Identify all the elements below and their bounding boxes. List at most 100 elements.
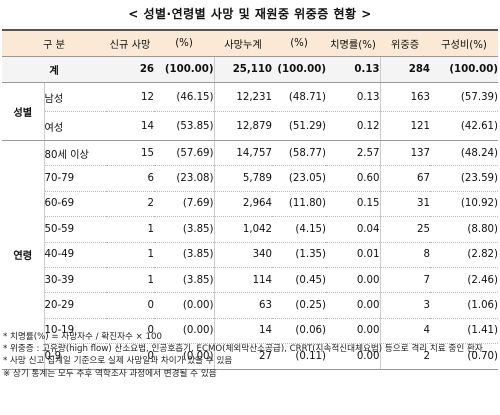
cell-cum-pct: (0.06): [272, 318, 327, 345]
row-label: 10-19: [44, 318, 107, 345]
cell-composition: (1.06): [430, 292, 499, 319]
table-row: 20-29 0 (0.00) 63 (0.25) 0.00 3 (1.06): [2, 292, 499, 319]
header-row: 구 분 신규 사망 (%) 사망누계 (%) 치명률(%) 위중증 구성비(%): [2, 29, 499, 57]
table-row: 연령 80세 이상 15 (57.69) 14,757 (58.77) 2.57…: [2, 140, 499, 370]
cell-cum-deaths: 12,879: [213, 111, 273, 141]
cell-new-deaths: 6: [106, 165, 155, 192]
cell-cum-deaths: 27: [213, 343, 273, 370]
total-row: 계 26 (100.00) 25,110 (100.00) 0.13 284 (…: [2, 56, 499, 83]
cell-composition: (0.70): [430, 343, 499, 370]
footnote-critical-definition: * 위중증 : 고유량(high flow) 산소요법, 인공호흡기, ECMO…: [3, 344, 483, 355]
cell-cum-pct: (23.05): [272, 165, 327, 192]
table-title: < 성별·연령별 사망 및 재원중 위중증 현황 >: [128, 7, 372, 21]
table-row: 여성 14 (53.85) 12,879 (51.29) 0.12 121 (4…: [2, 111, 499, 141]
total-new-deaths: 26: [106, 56, 155, 83]
cell-new-pct: (0.00): [154, 318, 215, 345]
cell-cum-deaths: 114: [213, 267, 273, 294]
cell-critical: 2: [379, 343, 431, 370]
cell-cfr: 0.15: [326, 191, 381, 218]
cell-composition: (57.39): [430, 82, 499, 112]
cell-cum-pct: (0.11): [272, 343, 327, 370]
cell-cum-deaths: 340: [213, 242, 273, 268]
total-critical: 284: [379, 56, 431, 83]
cell-cum-deaths: 14: [213, 318, 273, 345]
row-label: 50-59: [44, 216, 107, 243]
cell-new-pct: (7.69): [154, 191, 215, 218]
cell-new-pct: (3.85): [154, 267, 215, 294]
cell-composition: (1.41): [430, 318, 499, 345]
cell-cum-deaths: 12,231: [213, 82, 273, 112]
cell-new-deaths: 1: [106, 216, 155, 243]
cell-cfr: 0.01: [326, 242, 381, 268]
header-new-deaths: 신규 사망: [106, 29, 155, 57]
table-row: 60-69 2 (7.69) 2,964 (11.80) 0.15 31 (10…: [2, 191, 499, 218]
header-cum-pct: (%): [272, 29, 327, 57]
cell-composition: (10.92): [430, 191, 499, 218]
cell-cum-pct: (11.80): [272, 191, 327, 218]
cell-critical: 121: [379, 111, 431, 141]
cell-new-deaths: 15: [106, 140, 155, 167]
table-row: 성별 남성 12 (46.15) 12,231 (48.71) 0.13 163…: [2, 82, 499, 141]
cell-new-pct: (23.08): [154, 165, 215, 192]
cell-new-pct: (0.00): [154, 292, 215, 319]
header-category: 구 분: [2, 29, 107, 57]
footnote-cfr-definition: * 치명률(%) = 사망자수 / 확진자수 × 100: [3, 332, 162, 342]
table-row: 50-59 1 (3.85) 1,042 (4.15) 0.04 25 (8.8…: [2, 216, 499, 243]
cell-critical: 67: [379, 165, 431, 192]
cell-cfr: 0.00: [326, 267, 381, 294]
cell-cum-pct: (0.45): [272, 267, 327, 294]
cell-cum-pct: (58.77): [272, 140, 327, 167]
cell-cfr: 0.13: [326, 82, 381, 112]
header-critical: 위중증: [380, 29, 431, 57]
total-cum-pct: (100.00): [272, 56, 327, 83]
cell-critical: 25: [379, 216, 431, 243]
table-row: 30-39 1 (3.85) 114 (0.45) 0.00 7 (2.46): [2, 267, 499, 294]
header-cfr: 치명률(%): [326, 29, 381, 57]
footnote-subject-to-change: ※ 상기 통계는 모두 추후 역학조사 과정에서 변경될 수 있음: [3, 368, 217, 379]
cell-critical: 8: [379, 242, 431, 268]
row-label: 30-39: [44, 267, 107, 294]
header-cum-deaths: 사망누계: [214, 29, 273, 57]
total-new-pct: (100.00): [154, 56, 215, 83]
cell-cfr: 0.60: [326, 165, 381, 192]
gender-group-label: 성별: [2, 82, 45, 141]
cell-new-deaths: 12: [106, 82, 155, 112]
cell-cum-deaths: 14,757: [213, 140, 273, 167]
cell-cfr: 0.12: [326, 111, 381, 141]
cell-cfr: 0.04: [326, 216, 381, 243]
cell-new-pct: (53.85): [154, 111, 215, 141]
cell-critical: 137: [379, 140, 431, 167]
row-label: 70-79: [44, 165, 107, 192]
cell-new-deaths: 2: [106, 191, 155, 218]
row-label: 20-29: [44, 292, 107, 319]
table-row: 10-19 0 (0.00) 14 (0.06) 0.00 4 (1.41): [2, 318, 499, 345]
cell-new-deaths: 0: [106, 292, 155, 319]
cell-composition: (48.24): [430, 140, 499, 167]
death-critical-stats-table: 구 분 신규 사망 (%) 사망누계 (%) 치명률(%) 위중증 구성비(%)…: [2, 29, 499, 370]
cell-cum-deaths: 1,042: [213, 216, 273, 243]
total-cum-deaths: 25,110: [213, 56, 273, 83]
cell-composition: (42.61): [430, 111, 499, 141]
cell-composition: (2.46): [430, 267, 499, 294]
cell-new-pct: (3.85): [154, 242, 215, 268]
cell-cum-deaths: 5,789: [213, 165, 273, 192]
cell-critical: 31: [379, 191, 431, 218]
cell-cfr: 2.57: [326, 140, 381, 167]
footnotes: * 치명률(%) = 사망자수 / 확진자수 × 100 * 위중증 : 고유량…: [3, 331, 499, 380]
cell-cfr: 0.00: [326, 318, 381, 345]
footnote-reporting-date: * 사망 신고 집계일 기준으로 실제 사망일과 차이가 있을 수 있음: [3, 356, 233, 367]
cell-cfr: 0.00: [326, 343, 381, 370]
row-label: 여성: [44, 111, 107, 141]
row-label: 60-69: [44, 191, 107, 218]
row-label: 80세 이상: [44, 140, 107, 167]
cell-new-deaths: 1: [106, 242, 155, 268]
header-composition: 구성비(%): [430, 29, 499, 57]
cell-critical: 163: [379, 82, 431, 112]
cell-cum-pct: (48.71): [272, 82, 327, 112]
cell-composition: (23.59): [430, 165, 499, 192]
total-cfr: 0.13: [326, 56, 381, 83]
cell-cfr: 0.00: [326, 292, 381, 319]
cell-cum-deaths: 63: [213, 292, 273, 319]
cell-new-deaths: 0: [106, 318, 155, 345]
cell-critical: 3: [379, 292, 431, 319]
